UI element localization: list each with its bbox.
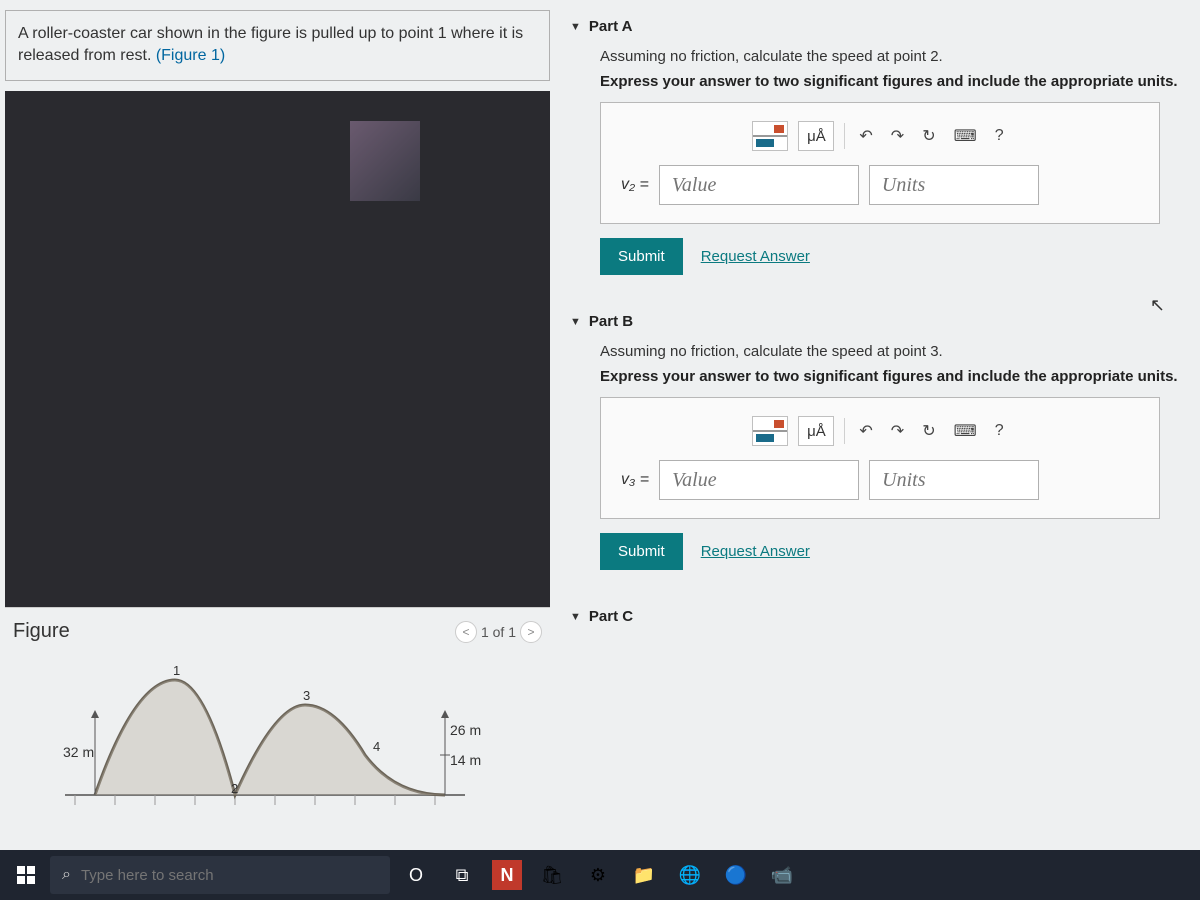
- help-icon[interactable]: ?: [991, 418, 1008, 444]
- search-input[interactable]: [81, 867, 378, 884]
- fraction-tool-button[interactable]: [752, 416, 788, 446]
- app-icon-folder[interactable]: 📁: [624, 855, 664, 895]
- embedded-photo: [5, 91, 550, 607]
- request-answer-link[interactable]: Request Answer: [701, 248, 810, 265]
- format-toolbar: μÅ ↶ ↷ ↻ ⌨ ?: [621, 121, 1139, 151]
- value-input[interactable]: [659, 460, 859, 500]
- request-answer-link[interactable]: Request Answer: [701, 543, 810, 560]
- separator: [844, 418, 845, 444]
- submit-button[interactable]: Submit: [600, 238, 683, 275]
- right-panel: ▼ Part A Assuming no friction, calculate…: [560, 0, 1200, 850]
- submit-button[interactable]: Submit: [600, 533, 683, 570]
- part-b-answer-box: μÅ ↶ ↷ ↻ ⌨ ? v₃ =: [600, 397, 1160, 519]
- part-a-instruction: Express your answer to two significant f…: [600, 73, 1190, 90]
- part-b-title: Part B: [589, 313, 633, 330]
- figure-reference-link[interactable]: (Figure 1): [156, 47, 225, 64]
- value-input[interactable]: [659, 165, 859, 205]
- reset-icon[interactable]: ↻: [918, 122, 939, 150]
- part-a-title: Part A: [589, 18, 633, 35]
- separator: [844, 123, 845, 149]
- units-tool-button[interactable]: μÅ: [798, 416, 834, 446]
- problem-text: A roller-coaster car shown in the figure…: [18, 25, 523, 64]
- figure-pager: < 1 of 1 >: [455, 621, 542, 643]
- collapse-icon: ▼: [570, 611, 581, 623]
- fraction-tool-button[interactable]: [752, 121, 788, 151]
- left-panel: A roller-coaster car shown in the figure…: [0, 0, 560, 850]
- help-icon[interactable]: ?: [991, 123, 1008, 149]
- height-4-label: 14 m: [450, 752, 481, 768]
- units-input[interactable]: [869, 165, 1039, 205]
- pager-text: 1 of 1: [481, 624, 516, 640]
- collapse-icon: ▼: [570, 316, 581, 328]
- app-icon-settings[interactable]: ⚙: [578, 855, 618, 895]
- problem-statement: A roller-coaster car shown in the figure…: [5, 10, 550, 81]
- height-1-label: 32 m: [63, 744, 94, 760]
- collapse-icon: ▼: [570, 21, 581, 33]
- figure-header: Figure < 1 of 1 >: [5, 608, 550, 655]
- part-b-instruction: Express your answer to two significant f…: [600, 368, 1190, 385]
- variable-label: v₃ =: [621, 471, 649, 489]
- point-2-label: 2: [231, 781, 238, 796]
- units-tool-button[interactable]: μÅ: [798, 121, 834, 151]
- app-icon-edge[interactable]: 🌐: [670, 855, 710, 895]
- part-c-title: Part C: [589, 608, 633, 625]
- keyboard-icon[interactable]: ⌨: [950, 122, 981, 150]
- cortana-icon[interactable]: O: [396, 855, 436, 895]
- undo-icon[interactable]: ↶: [855, 417, 876, 445]
- keyboard-icon[interactable]: ⌨: [950, 417, 981, 445]
- app-icon-camera[interactable]: 📹: [762, 855, 802, 895]
- prev-figure-button[interactable]: <: [455, 621, 477, 643]
- part-b-prompt: Assuming no friction, calculate the spee…: [600, 343, 1190, 360]
- app-icon-n[interactable]: N: [492, 860, 522, 890]
- figure-title: Figure: [13, 620, 455, 643]
- part-c-header[interactable]: ▼ Part C: [570, 600, 1200, 633]
- part-b: ▼ Part B Assuming no friction, calculate…: [570, 305, 1200, 580]
- cursor-icon: ↖: [1150, 295, 1165, 316]
- part-a-answer-box: μÅ ↶ ↷ ↻ ⌨ ? v₂ =: [600, 102, 1160, 224]
- part-a: ▼ Part A Assuming no friction, calculate…: [570, 10, 1200, 285]
- search-icon: ⌕: [62, 866, 71, 884]
- part-a-header[interactable]: ▼ Part A: [570, 10, 1200, 43]
- next-figure-button[interactable]: >: [520, 621, 542, 643]
- windows-taskbar: ⌕ O ⧉ N 🛍 ⚙ 📁 🌐 🔵 📹: [0, 850, 1200, 900]
- variable-label: v₂ =: [621, 176, 649, 194]
- undo-icon[interactable]: ↶: [855, 122, 876, 150]
- taskview-icon[interactable]: ⧉: [442, 855, 482, 895]
- content-area: A roller-coaster car shown in the figure…: [0, 0, 1200, 850]
- part-b-header[interactable]: ▼ Part B: [570, 305, 1200, 338]
- start-button[interactable]: [8, 857, 44, 893]
- reset-icon[interactable]: ↻: [918, 417, 939, 445]
- height-3-label: 26 m: [450, 722, 481, 738]
- app-icon-chrome[interactable]: 🔵: [716, 855, 756, 895]
- part-a-prompt: Assuming no friction, calculate the spee…: [600, 48, 1190, 65]
- point-3-label: 3: [303, 688, 310, 703]
- taskbar-search[interactable]: ⌕: [50, 856, 390, 894]
- point-4-label: 4: [373, 739, 380, 754]
- redo-icon[interactable]: ↷: [887, 417, 908, 445]
- app-icon-store[interactable]: 🛍: [532, 855, 572, 895]
- part-c: ▼ Part C: [570, 600, 1200, 633]
- point-1-label: 1: [173, 665, 180, 678]
- units-input[interactable]: [869, 460, 1039, 500]
- figure-diagram: 1 2 3 4 32 m 26 m 14 m: [5, 655, 550, 840]
- format-toolbar: μÅ ↶ ↷ ↻ ⌨ ?: [621, 416, 1139, 446]
- figure-panel: Figure < 1 of 1 > 1 2 3: [5, 607, 550, 840]
- redo-icon[interactable]: ↷: [887, 122, 908, 150]
